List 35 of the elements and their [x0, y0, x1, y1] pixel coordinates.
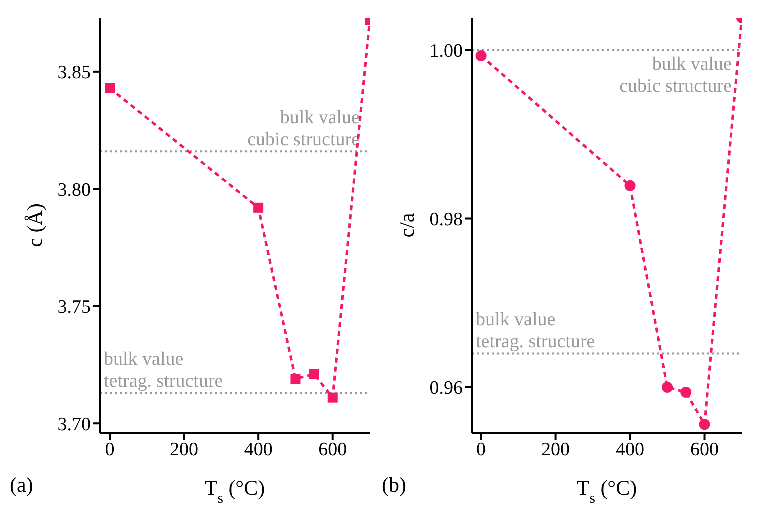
- point: [699, 419, 710, 430]
- y-tick-label: 3.75: [58, 297, 91, 318]
- x-tick-label: 200: [170, 439, 199, 460]
- y-tick-label: 3.85: [58, 62, 91, 84]
- x-axis-title: T$_{s}$ (°C): [204, 476, 266, 507]
- y-tick-label: 3.70: [58, 414, 91, 436]
- x-axis-title: T$_{s}$ (°C): [576, 476, 638, 507]
- x-tick-label: 600: [690, 439, 720, 460]
- ref-line-label: bulk value cubic structure: [620, 54, 732, 98]
- text: (b): [382, 473, 406, 498]
- x-tick-label: 0: [105, 439, 115, 460]
- text: (a): [10, 473, 34, 498]
- y-axis-title: c/a: [395, 212, 419, 238]
- point: [290, 374, 301, 384]
- y-tick-label: 0.96: [430, 378, 463, 400]
- y-tick-label: 1.00: [430, 40, 463, 62]
- y-tick-label: 0.98: [430, 209, 463, 230]
- y-tick-label: 3.80: [58, 180, 91, 201]
- x-tick-label: 0: [476, 439, 486, 460]
- ref-line-label: bulk value cubic structure: [248, 108, 360, 151]
- ref-line-label: bulk value tetrag. structure: [476, 310, 596, 353]
- x-tick-label: 400: [244, 439, 273, 460]
- point: [309, 369, 320, 380]
- point: [105, 83, 116, 94]
- x-tick-label: 600: [318, 439, 348, 460]
- point: [624, 180, 636, 192]
- x-tick-label: 400: [616, 439, 645, 460]
- point: [328, 392, 338, 403]
- point: [680, 387, 692, 398]
- y-axis-title: c (Å): [23, 204, 47, 248]
- x-tick-label: 200: [542, 439, 570, 460]
- ref-line-label: bulk value tetrag. structure: [104, 349, 224, 392]
- point: [254, 202, 264, 213]
- point: [662, 382, 674, 393]
- point: [476, 50, 487, 62]
